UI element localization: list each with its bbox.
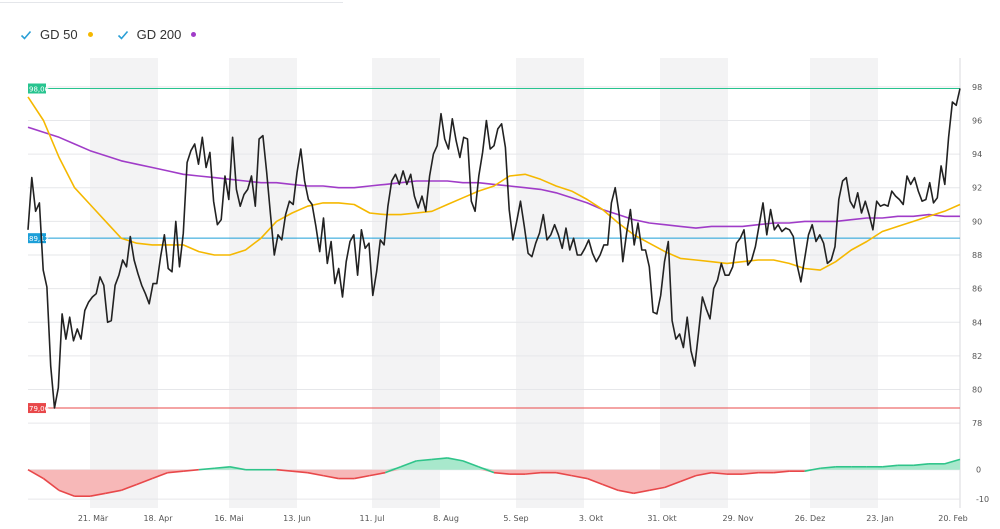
x-tick-label: 11. Jul [360,514,385,523]
oscillator-segment [27,469,44,480]
oscillator-segment [400,460,417,468]
oscillator-segment [913,463,930,467]
oscillator-segment [136,477,153,486]
month-band [90,58,158,508]
x-tick-label: 31. Okt [647,514,676,523]
legend-color-dot [191,32,197,37]
x-tick-label: 21. Mär [78,514,109,523]
y-tick-label: 96 [972,116,982,125]
oscillator-segment [307,471,324,477]
oscillator-segment [664,480,681,489]
x-tick-label: 13. Jun [283,514,311,523]
y-tick-label: 94 [972,150,982,159]
oscillator-segment [882,464,898,468]
gd50-line [27,96,961,271]
gd200-line [27,126,960,229]
x-tick-label: 16. Mai [214,514,243,523]
legend-label-gd50: GD 50 [40,27,78,42]
month-band [810,58,878,508]
reference-badge [28,83,46,94]
oscillator-segment [214,465,231,470]
oscillator-segment [555,471,572,477]
reference-badge [28,403,46,414]
y-tick-label: 92 [972,184,982,193]
oscillator-segment [462,460,479,468]
oscillator-segment [276,468,293,472]
y-tick-label: 86 [972,285,982,294]
oscillator-segment [711,471,728,475]
oscillator-segment [105,489,122,495]
oscillator-positive-area [28,457,960,470]
oscillator-segment [416,458,432,462]
legend-label-gd200: GD 200 [136,27,182,42]
oscillator-segment [804,467,821,472]
oscillator-segment [602,483,619,492]
oscillator-segment [649,486,666,492]
x-tick-label: 20. Feb [938,514,967,523]
oscillator-segment [695,471,712,477]
x-tick-label: 29. Nov [723,514,754,523]
reference-badge [28,233,46,244]
oscillator-segment [633,489,650,495]
oscillator-segment [151,471,169,480]
x-tick-label: 3. Okt [579,514,603,523]
oscillator-segment [183,468,199,472]
y-tick-label: 80 [972,386,982,395]
reference-badge-label: 98,06 [29,86,50,94]
oscillator-segment [820,465,836,470]
lower-tick-label: 0 [976,466,981,475]
price-line [27,88,961,409]
oscillator-segment [524,471,541,475]
oscillator-segment [742,471,759,475]
y-tick-label: 88 [972,251,982,260]
checkmark-icon[interactable] [117,29,129,41]
month-band [229,58,297,508]
y-tick-label: 98 [972,83,982,92]
lower-tick-label: -10 [976,495,989,504]
oscillator-segment [586,477,604,486]
y-tick-label: 84 [972,318,982,327]
x-tick-label: 23. Jan [866,514,894,523]
oscillator-segment [478,466,495,474]
oscillator-segment [229,465,246,471]
oscillator-segment [89,492,106,498]
oscillator-segment [120,483,138,492]
oscillator-negative-area [28,469,960,497]
oscillator-segment [493,471,510,475]
oscillator-segment [322,474,339,480]
oscillator-segment [43,477,60,491]
y-tick-label: 82 [972,352,982,361]
oscillator-segment [384,466,402,474]
oscillator-segment [447,457,464,462]
x-tick-label: 5. Sep [503,514,528,523]
checkmark-icon[interactable] [20,29,32,41]
oscillator-segment [680,474,697,483]
top-divider [0,0,343,3]
x-tick-label: 26. Dez [795,514,826,523]
oscillator-segment [198,467,215,471]
x-tick-label: 8. Aug [433,514,459,523]
oscillator-segment [291,470,308,474]
oscillator-segment [354,474,370,480]
legend-color-dot [87,32,93,37]
oscillator-segment [431,457,448,461]
y-tick-label: 78 [972,419,982,428]
oscillator-segment [618,489,634,495]
month-band [516,58,584,508]
x-tick-label: 18. Apr [143,514,173,523]
legend-item-gd50[interactable]: GD 50 [20,27,93,42]
oscillator-segment [944,458,961,465]
reference-badge-label: 89,12 [29,235,49,243]
oscillator-segment [571,474,588,480]
oscillator-segment [58,489,75,497]
month-band [372,58,440,508]
oscillator-segment [369,471,386,477]
reference-badge-label: 79,06 [29,405,50,413]
oscillator-segment [167,470,184,474]
y-tick-label: 90 [972,217,982,226]
legend: GD 50 GD 200 [20,27,197,42]
legend-item-gd200[interactable]: GD 200 [117,27,197,42]
oscillator-segment [773,470,790,474]
